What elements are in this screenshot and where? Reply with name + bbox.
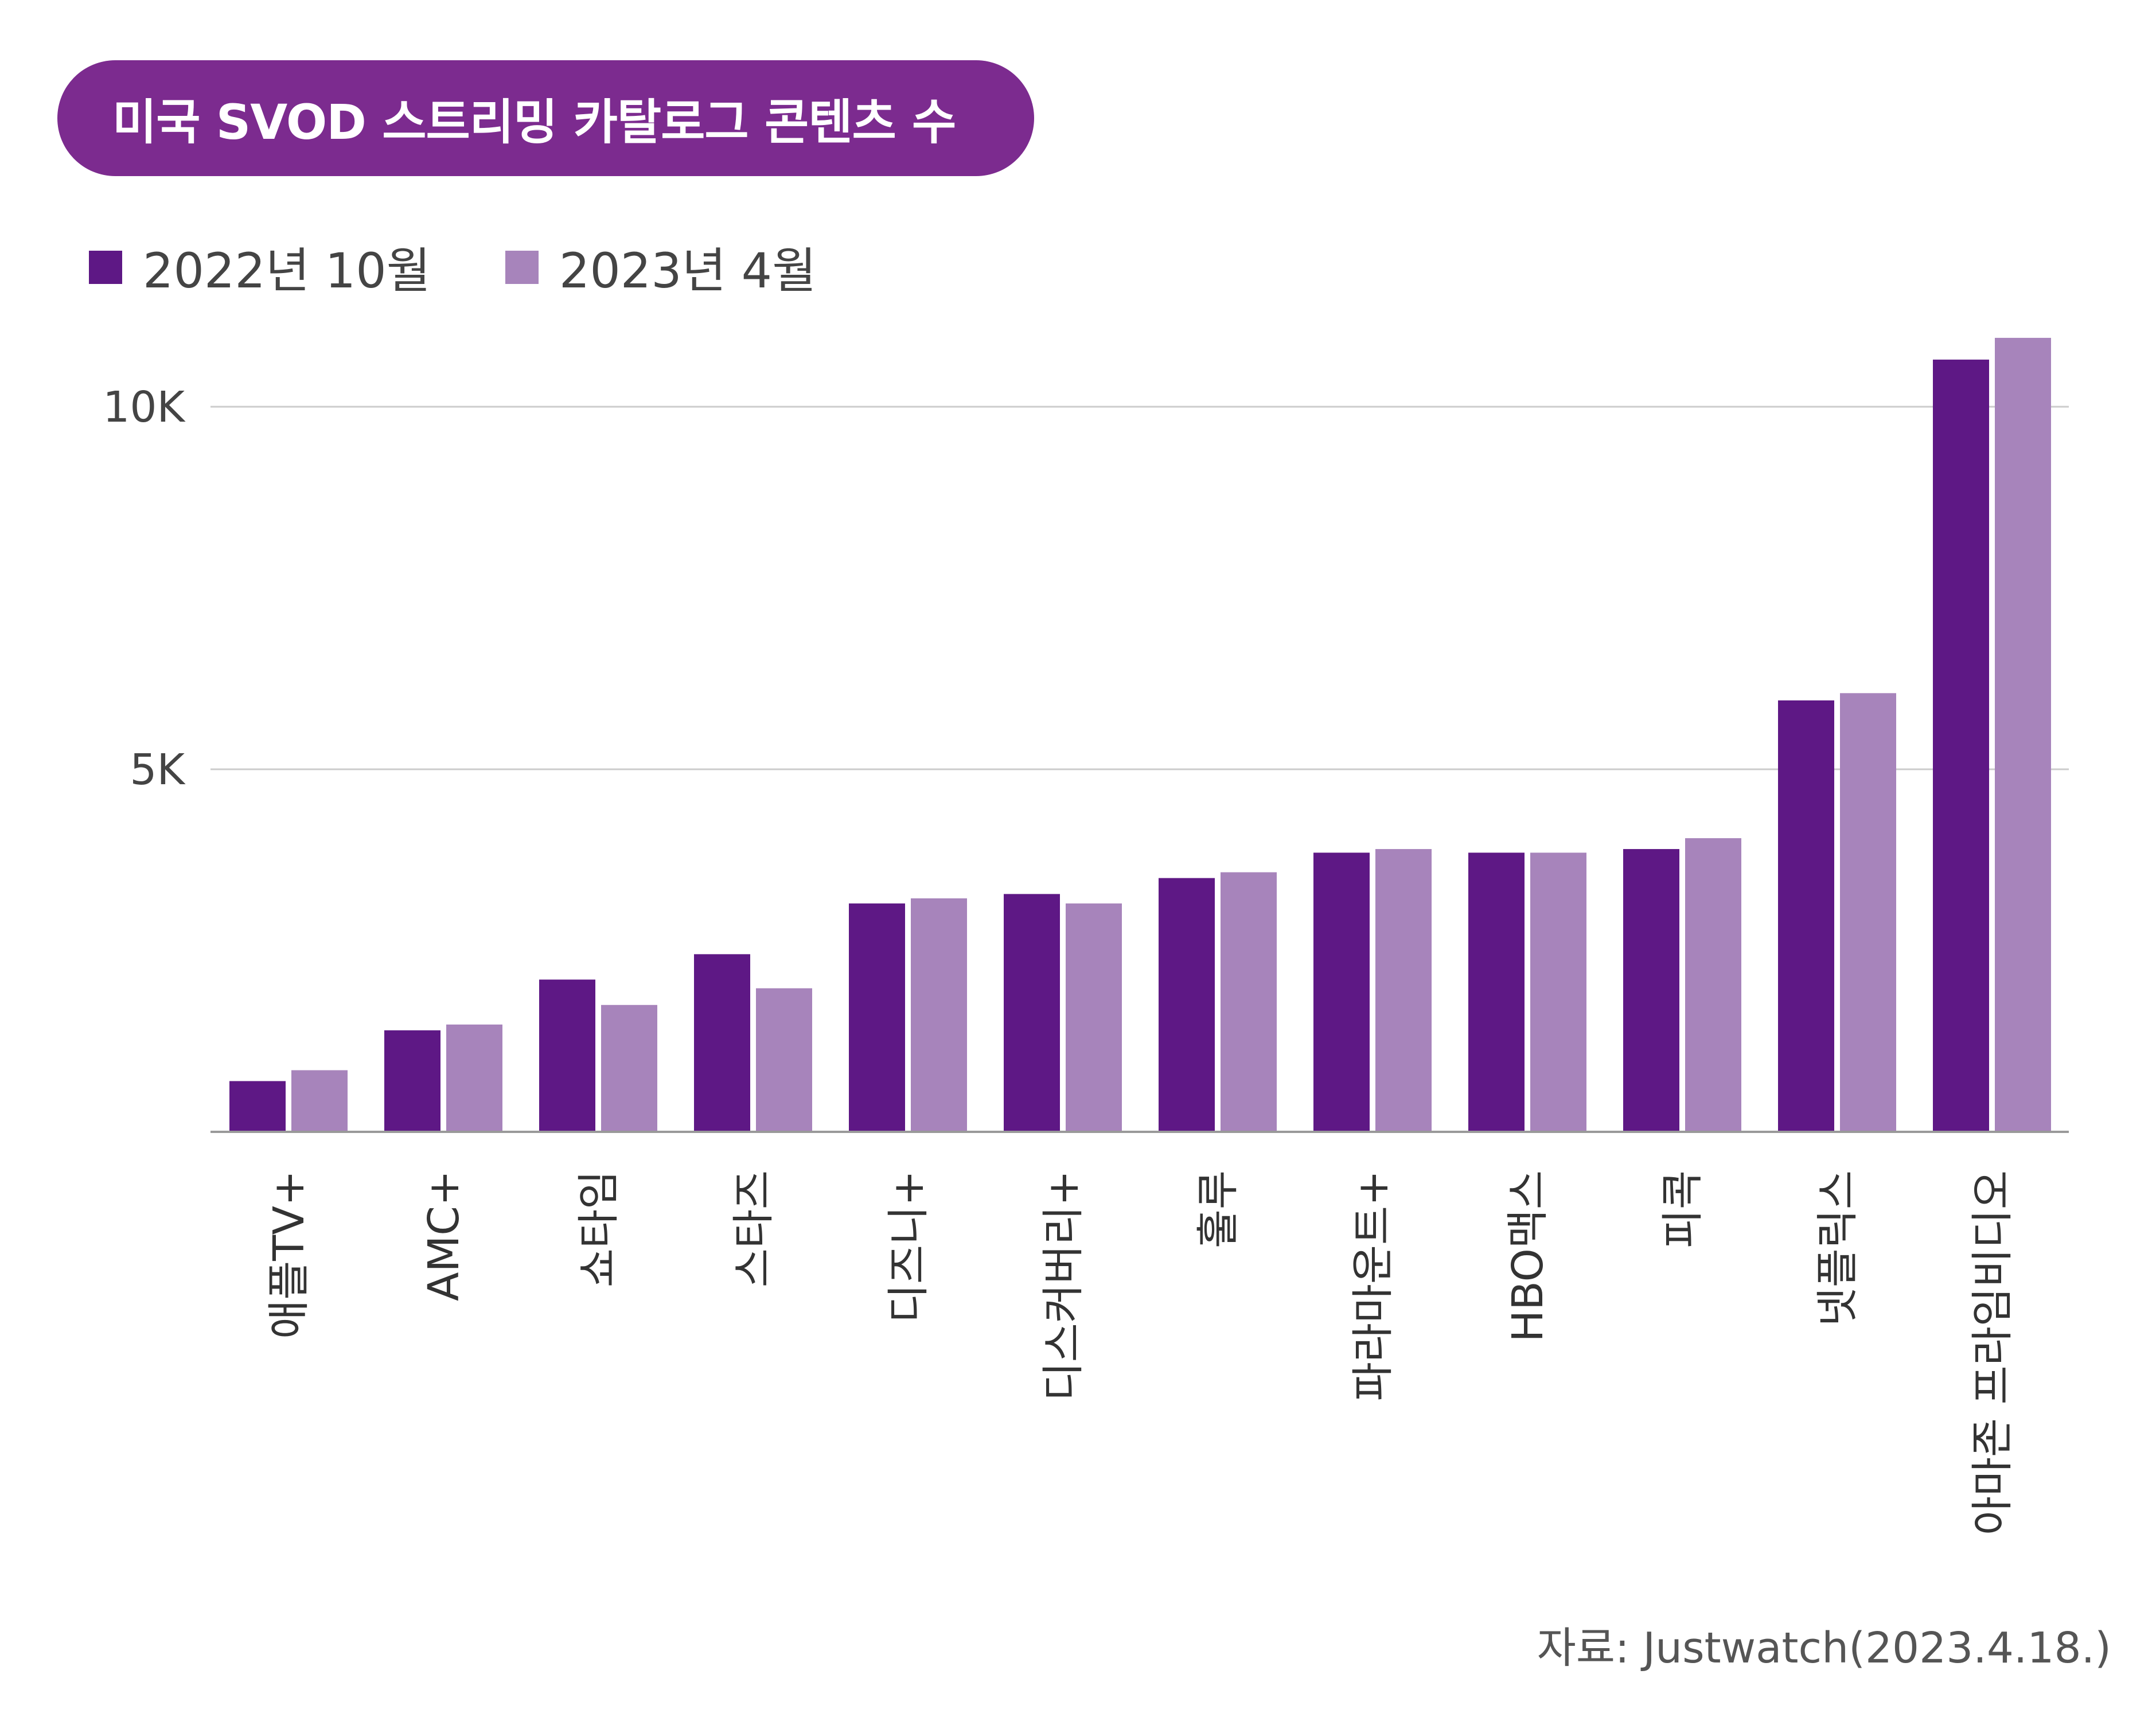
- source-note: 자료: Justwatch(2023.4.18.): [1537, 1623, 2111, 1673]
- x-axis-category-labels: 애플TV+ AMC+ 쇼타임 스타즈 디즈니+ 디스커버리+ 훌루 파라마운트+ HBO맥스 피콕…: [264, 1170, 2017, 1535]
- legend-swatch-series-1: [89, 250, 122, 284]
- category-label: 스타즈: [729, 1170, 778, 1287]
- bar-10-series-1: [1778, 700, 1834, 1132]
- category-label: AMC+: [419, 1170, 469, 1301]
- y-tick-label: 10K: [103, 383, 186, 432]
- bar-8-series-1: [1468, 852, 1525, 1132]
- legend-label-series-2: 2023년 4월: [559, 243, 817, 299]
- gridlines: [210, 406, 2069, 770]
- bar-2-series-1: [539, 979, 595, 1132]
- category-label: 피콕: [1658, 1170, 1707, 1248]
- y-tick-label: 5K: [130, 745, 186, 795]
- chart-title-pill: 미국 SVOD 스트리밍 카탈로그 콘텐츠 수: [57, 60, 1034, 176]
- bar-9-series-1: [1623, 849, 1679, 1132]
- category-label: 훌루: [1194, 1170, 1243, 1248]
- legend: 2022년 10월 2023년 4월: [89, 232, 891, 302]
- bar-9-series-2: [1685, 838, 1741, 1132]
- legend-item-series-1: 2022년 10월: [89, 232, 431, 302]
- bar-6-series-1: [1159, 878, 1215, 1132]
- bar-4-series-1: [849, 903, 905, 1132]
- bar-4-series-2: [911, 898, 967, 1132]
- category-label: 넷플릭스: [1813, 1170, 1862, 1326]
- bar-7-series-1: [1313, 852, 1370, 1132]
- bar-2-series-2: [601, 1004, 657, 1132]
- bars: [229, 337, 2051, 1132]
- bar-5-series-1: [1004, 894, 1060, 1132]
- y-axis-ticks: 5K 10K: [103, 383, 186, 795]
- bar-0-series-2: [291, 1070, 348, 1132]
- legend-label-series-1: 2022년 10월: [143, 243, 431, 299]
- bar-5-series-2: [1066, 903, 1122, 1132]
- bar-3-series-2: [756, 988, 812, 1132]
- bar-10-series-2: [1840, 693, 1896, 1132]
- bar-3-series-1: [694, 954, 750, 1132]
- category-label: 파라마운트+: [1348, 1170, 1398, 1401]
- category-label: 아마존 프라임비디오: [1968, 1170, 2017, 1535]
- category-label: 디즈니+: [884, 1170, 933, 1323]
- bar-11-series-1: [1933, 359, 1989, 1132]
- category-label: HBO맥스: [1503, 1170, 1553, 1342]
- category-label: 쇼타임: [574, 1170, 623, 1287]
- bar-8-series-2: [1530, 852, 1586, 1132]
- legend-item-series-2: 2023년 4월: [505, 232, 816, 302]
- bar-6-series-2: [1221, 872, 1277, 1132]
- bar-11-series-2: [1995, 337, 2051, 1132]
- bar-1-series-2: [446, 1024, 502, 1132]
- bar-1-series-1: [384, 1030, 440, 1132]
- bar-0-series-1: [229, 1081, 286, 1132]
- chart-title: 미국 SVOD 스트리밍 카탈로그 콘텐츠 수: [112, 94, 956, 150]
- legend-swatch-series-2: [505, 250, 539, 284]
- bar-7-series-2: [1375, 849, 1432, 1132]
- category-label: 디스커버리+: [1039, 1170, 1088, 1401]
- category-label: 애플TV+: [264, 1170, 314, 1339]
